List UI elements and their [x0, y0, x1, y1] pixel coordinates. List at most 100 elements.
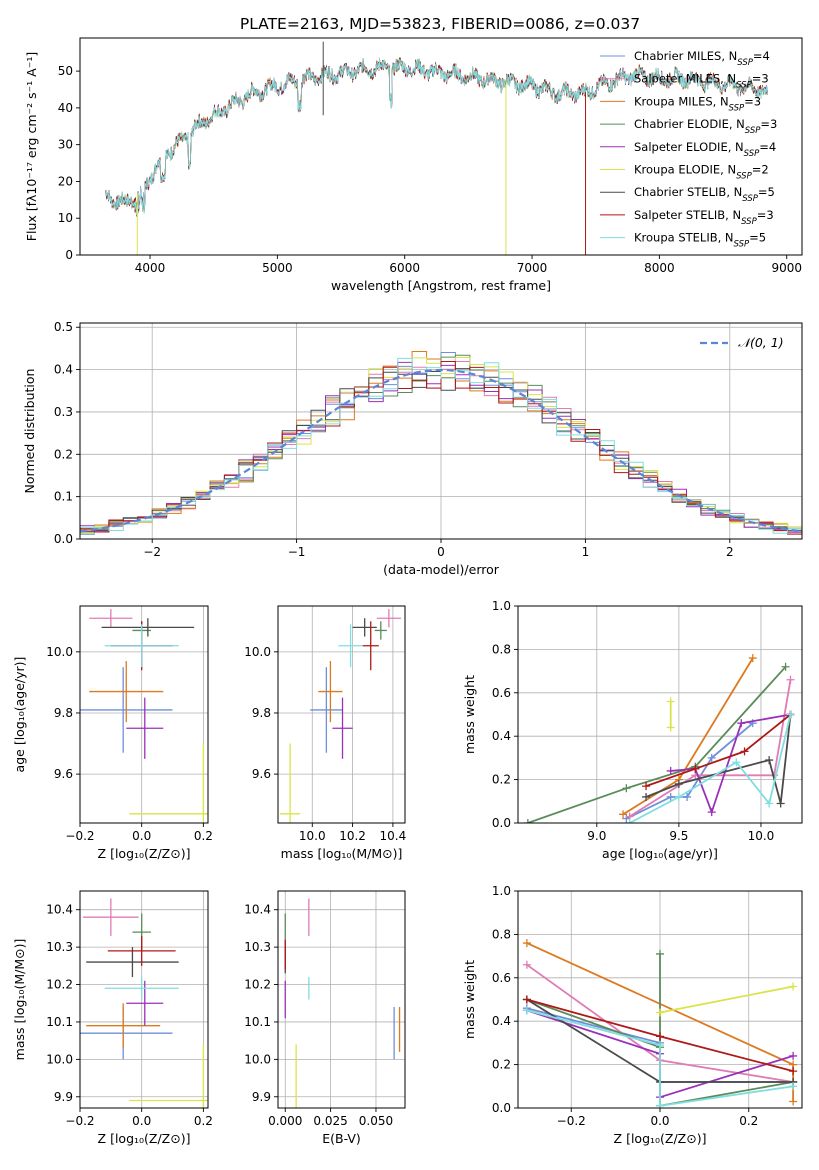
errorbar-salpeter_elodie — [126, 980, 164, 1026]
errorbar-chabrier_stelib — [86, 947, 179, 978]
weight-marker — [740, 747, 749, 756]
panel-age_vs_Z: −0.2 0.0 0.2 9.6 9.8 10.0 Z [log₁₀(Z/Z⊙)] age [… — [12, 605, 213, 861]
errorbar-kroupa_stelib — [104, 624, 179, 668]
y-axis-label: mass weight — [462, 960, 477, 1039]
y-tick-label: 0.2 — [492, 1058, 511, 1072]
weight-marker — [523, 819, 532, 823]
y-tick-label: 10.0 — [46, 645, 73, 659]
errorbar-chabrier_stelib — [352, 618, 377, 637]
x-tick-label: 8000 — [644, 261, 675, 275]
y-tick-label: 0.6 — [492, 971, 511, 985]
x-tick-label: 10.4 — [380, 829, 407, 843]
y-tick-label: 9.6 — [252, 767, 271, 781]
panel-weight_vs_Z: −0.2 0.0 0.2 0.0 0.2 0.4 0.6 0.8 1.0 Z [log₁₀(Z/Z… — [462, 884, 803, 1146]
weight-series-kroupa_miles — [619, 654, 757, 819]
x-tick-label: 0.025 — [313, 1114, 347, 1128]
weight-series-salpeter_miles — [625, 675, 795, 821]
errorbar-salpeter_miles — [89, 609, 133, 628]
residual-legend: 𝒩(0, 1) — [700, 335, 784, 350]
x-tick-label: 0.0 — [132, 1114, 151, 1128]
y-tick-label: 20 — [58, 174, 73, 188]
x-tick-label: 2 — [726, 545, 734, 559]
weight-marker — [656, 949, 664, 958]
panel-mass_vs_Z: −0.2 0.0 0.2 9.9 10.0 10.1 10.2 10.3 10.4 Z [log₁… — [12, 890, 213, 1146]
weight-marker — [642, 792, 651, 801]
spectrum-legend: Chabrier MILES, NSSP=4 Salpeter MILES, NS… — [600, 49, 777, 250]
errorbar-salpeter_miles — [83, 898, 139, 936]
x-tick-label: 0.2 — [194, 1114, 213, 1128]
weight-marker — [786, 675, 795, 684]
y-tick-label: 0.6 — [492, 686, 511, 700]
x-axis-label: age [log₁₀(age/yr)] — [602, 846, 718, 861]
axes-frame: 4000 5000 6000 7000 8000 9000 0 10 20 30 40 50 wavel… — [24, 37, 803, 293]
y-tick-label: 10 — [58, 211, 73, 225]
weight-marker — [707, 808, 716, 817]
x-tick-label: 10.0 — [299, 829, 326, 843]
x-axis-label: Z [log₁₀(Z/Z⊙)] — [98, 846, 191, 861]
errorbar-chabrier_miles — [80, 667, 173, 753]
x-tick-label: −0.2 — [65, 829, 94, 843]
errorbar-salpeter_elodie — [332, 697, 353, 759]
x-tick-label: 0.2 — [739, 1114, 758, 1128]
weight-marker — [781, 662, 790, 671]
x-axis-label: wavelength [Angstrom, rest frame] — [331, 278, 551, 293]
y-tick-label: 10.0 — [244, 645, 271, 659]
x-tick-label: 9000 — [771, 261, 802, 275]
y-tick-label: 10.2 — [46, 978, 73, 992]
x-tick-label: 1 — [582, 545, 590, 559]
y-tick-label: 0.8 — [492, 927, 511, 941]
x-tick-label: 0.050 — [359, 1114, 393, 1128]
y-tick-label: 0.4 — [492, 729, 511, 743]
weight-marker — [656, 1101, 664, 1108]
weight-marker — [765, 799, 774, 808]
weight-marker — [625, 819, 634, 823]
x-tick-label: 10.0 — [748, 829, 775, 843]
y-tick-label: 10.4 — [244, 903, 271, 917]
legend-entry: Salpeter STELIB, NSSP=3 — [634, 208, 774, 227]
x-tick-label: −1 — [288, 545, 306, 559]
x-axis-label: Z [log₁₀(Z/Z⊙)] — [98, 1131, 191, 1146]
weight-marker — [522, 995, 531, 1004]
x-tick-label: −0.2 — [557, 1114, 586, 1128]
errorbar-chabrier_stelib — [101, 618, 195, 637]
y-tick-label: 10.1 — [244, 1015, 271, 1029]
y-tick-label: 10.0 — [244, 1052, 271, 1066]
plot-area — [80, 351, 802, 539]
panel-age_vs_mass: 10.0 10.2 10.4 9.6 9.8 10.0 mass [log₁₀(M/M⊙)] — [244, 605, 407, 861]
axes-frame: −0.2 0.0 0.2 0.0 0.2 0.4 0.6 0.8 1.0 Z [log₁₀(Z/Z… — [462, 884, 803, 1146]
panel-mass_vs_ebv: 0.000 0.025 0.050 9.9 10.0 10.1 10.2 10.3 10.4 E(… — [244, 890, 406, 1146]
y-tick-label: 0.3 — [54, 405, 73, 419]
y-tick-label: 30 — [58, 138, 73, 152]
y-tick-label: 0.0 — [492, 816, 511, 830]
y-tick-label: 10.1 — [46, 1015, 73, 1029]
x-tick-label: 5000 — [262, 261, 293, 275]
y-tick-label: 0 — [65, 248, 73, 262]
weight-marker — [789, 1067, 798, 1076]
y-tick-label: 0.4 — [492, 1014, 511, 1028]
errorbar-kroupa_miles — [86, 1003, 161, 1049]
plot-area — [80, 898, 208, 1108]
y-tick-label: 9.8 — [252, 706, 271, 720]
legend-entry: Kroupa STELIB, NSSP=5 — [634, 231, 766, 250]
y-tick-label: 9.8 — [54, 706, 73, 720]
y-tick-label: 1.0 — [492, 599, 511, 613]
panel-spectrum: 4000 5000 6000 7000 8000 9000 0 10 20 30 40 50 wavel… — [24, 37, 803, 293]
legend-entry: Chabrier STELIB, NSSP=5 — [634, 185, 775, 204]
weight-marker — [674, 792, 683, 801]
errorbar-chabrier_elodie — [374, 621, 387, 640]
errorbar-kroupa_miles — [318, 661, 343, 723]
y-tick-label: 40 — [58, 101, 73, 115]
legend-entry: Chabrier ELODIE, NSSP=3 — [634, 117, 777, 136]
errorbar-kroupa_elodie — [129, 743, 208, 823]
weight-marker — [522, 960, 531, 969]
y-tick-label: 1.0 — [492, 884, 511, 898]
weight-marker — [691, 764, 700, 773]
plot-area — [522, 939, 798, 1108]
y-tick-label: 0.0 — [492, 1101, 511, 1115]
y-tick-label: 9.9 — [54, 1090, 73, 1104]
histogram-kroupa_stelib — [80, 357, 802, 539]
weight-marker — [622, 784, 631, 793]
x-axis-label: (data-model)/error — [383, 562, 500, 577]
legend-entry: Salpeter ELODIE, NSSP=4 — [634, 140, 776, 159]
y-tick-label: 0.1 — [54, 490, 73, 504]
